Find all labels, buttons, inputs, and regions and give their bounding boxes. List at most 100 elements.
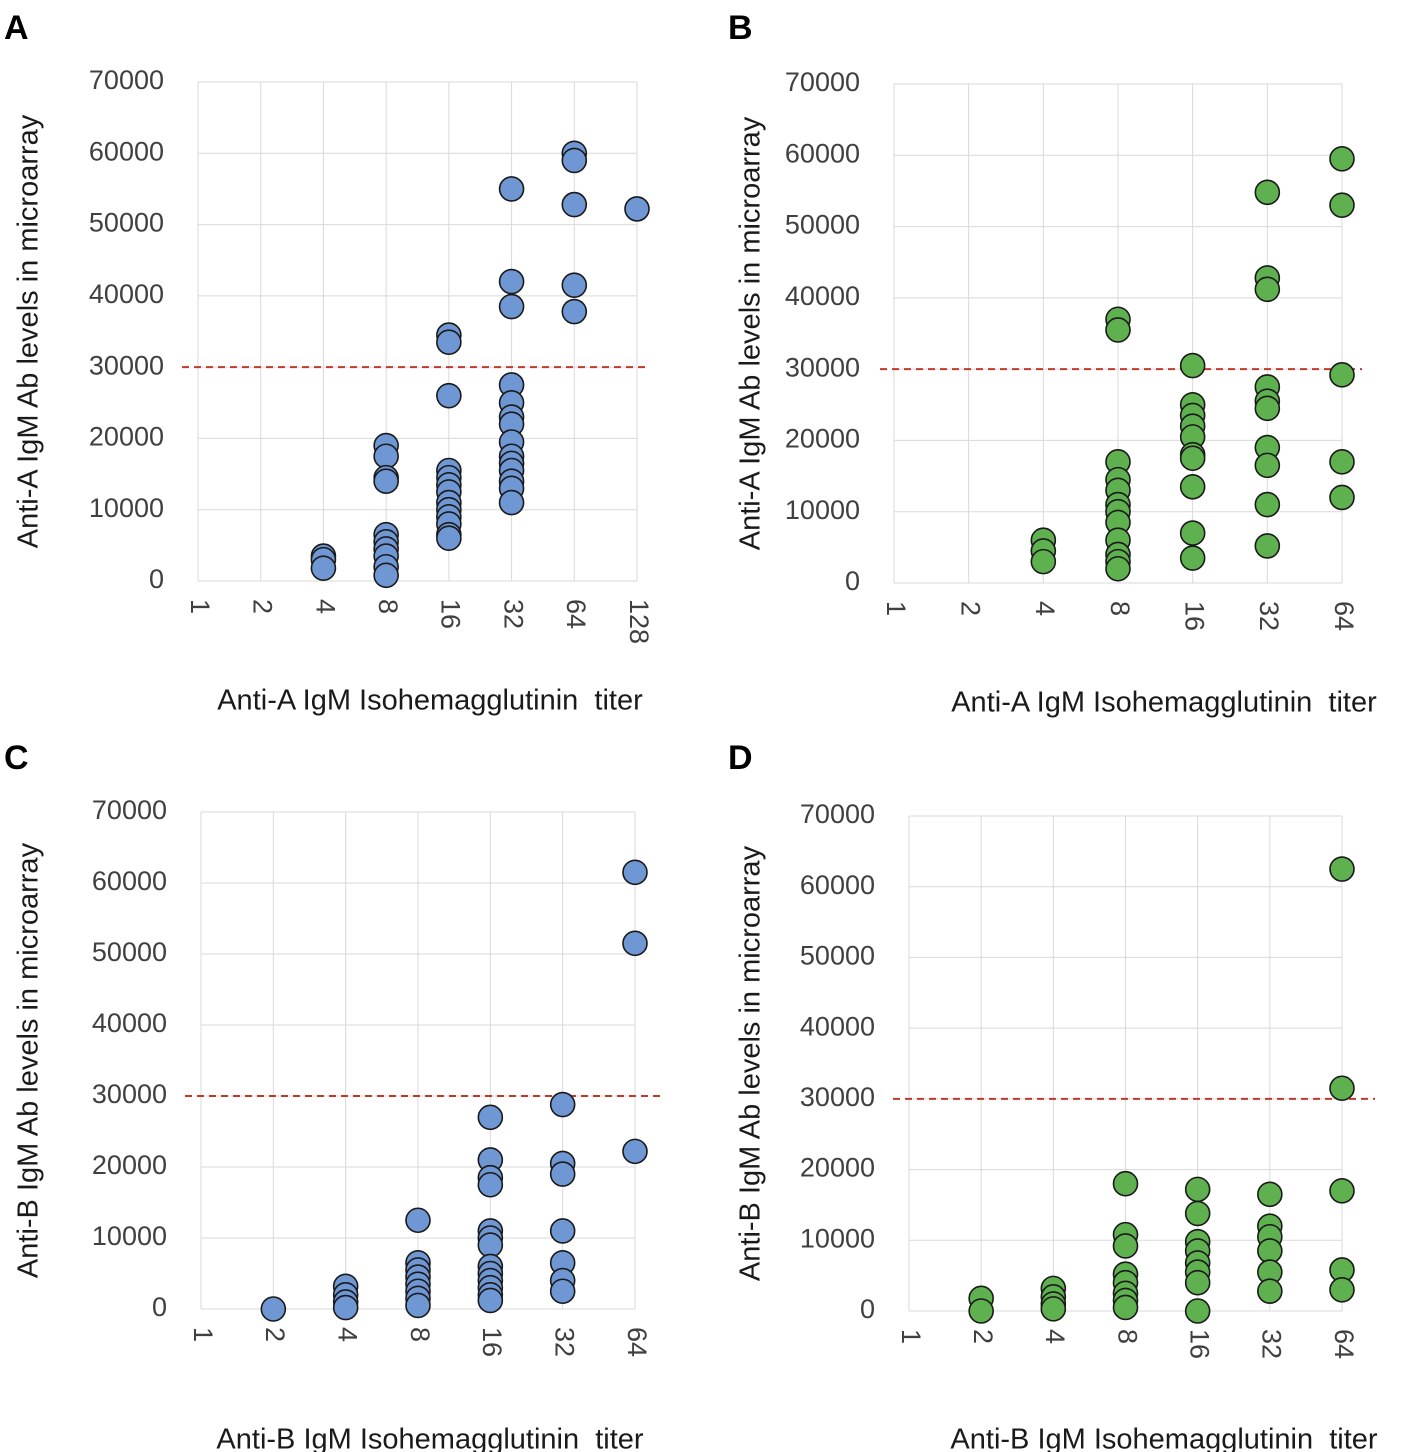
data-point (549, 1278, 576, 1305)
x-tick-label: 8 (1112, 1329, 1142, 1344)
y-tick-label: 70000 (800, 799, 875, 829)
data-point (498, 489, 525, 516)
x-tick-label: 64 (1329, 1329, 1359, 1359)
y-tick-label: 0 (152, 1292, 167, 1322)
x-tick-label: 16 (477, 1327, 507, 1357)
data-point (622, 859, 648, 886)
x-tick-label: 16 (1180, 601, 1210, 631)
data-point (373, 562, 399, 589)
y-tick-label: 10000 (800, 1223, 875, 1253)
data-point (405, 1207, 431, 1234)
data-point (1112, 1170, 1139, 1197)
y-tick-label: 70000 (89, 65, 164, 95)
panel-c: C 0 10000 20000 30000 40000 50000 60000 70000 1 2 4… (4, 739, 660, 1452)
data-point (332, 1294, 359, 1321)
data-point (373, 468, 399, 495)
y-tick-label: 20000 (92, 1150, 167, 1180)
data-point (1184, 1176, 1211, 1203)
data-point (1329, 1177, 1355, 1204)
data-point (1329, 146, 1355, 172)
data-point (1257, 1238, 1283, 1264)
x-tick-label: 16 (436, 599, 466, 629)
data-point (1329, 484, 1355, 511)
data-point (498, 268, 525, 295)
y-tick-label: 20000 (785, 424, 860, 454)
x-tick-label: 1 (188, 1327, 218, 1342)
y-tick-label: 50000 (785, 210, 860, 240)
y-tick-label: 60000 (92, 866, 167, 896)
y-tick-label: 30000 (785, 352, 860, 382)
data-point (561, 147, 588, 174)
x-tick-label: 4 (1040, 1329, 1070, 1344)
data-point (436, 329, 462, 355)
x-tick-label: 64 (622, 1327, 652, 1357)
y-tick-label: 0 (860, 1294, 875, 1324)
data-point (477, 1232, 504, 1258)
data-points (260, 859, 648, 1322)
data-point (260, 1296, 287, 1322)
x-tick-label: 1 (881, 601, 911, 616)
data-point (1179, 445, 1206, 472)
y-tick-label: 30000 (89, 350, 164, 380)
data-point (549, 1091, 576, 1118)
data-point (1254, 276, 1281, 303)
data-point (1179, 520, 1206, 546)
panel-letter: D (728, 739, 753, 777)
data-point (968, 1298, 994, 1324)
data-point (1329, 1075, 1355, 1102)
y-tick-label: 10000 (92, 1221, 167, 1251)
y-tick-label: 0 (149, 564, 164, 594)
data-point (1254, 491, 1281, 518)
data-point (310, 555, 337, 581)
data-point (1184, 1269, 1211, 1296)
data-point (1184, 1200, 1211, 1227)
x-tick-label: 4 (1030, 601, 1060, 616)
panel-letter: A (4, 9, 29, 47)
y-tick-label: 40000 (92, 1008, 167, 1038)
data-point (1329, 1276, 1355, 1303)
data-point (549, 1161, 576, 1187)
x-tick-label: 64 (561, 599, 591, 629)
x-tick-label: 2 (956, 601, 986, 616)
data-point (477, 1171, 504, 1198)
x-tick-label: 2 (260, 1327, 290, 1342)
y-axis-title: Anti-A IgM Ab levels in microarray (735, 116, 767, 550)
x-tick-label: 2 (968, 1329, 998, 1344)
y-tick-label: 10000 (89, 493, 164, 523)
data-point (1179, 352, 1206, 379)
y-tick-label: 70000 (785, 67, 860, 97)
data-point (1105, 317, 1131, 343)
y-axis-title: Anti-B IgM Ab levels in microarray (735, 845, 767, 1281)
y-tick-label: 30000 (800, 1082, 875, 1112)
data-point (498, 176, 525, 202)
panel-d: D 0 10000 20000 30000 40000 50000 60000 70000 1 2 4… (728, 739, 1378, 1452)
data-point (1254, 395, 1281, 422)
x-tick-label: 32 (550, 1327, 580, 1357)
panel-letter: B (728, 9, 753, 47)
y-axis-title: Anti-B IgM Ab levels in microarray (13, 842, 45, 1278)
x-tick-label: 64 (1329, 601, 1359, 631)
y-tick-label: 10000 (785, 495, 860, 525)
data-point (561, 298, 588, 325)
y-tick-label: 0 (845, 566, 860, 596)
data-point (373, 443, 399, 470)
x-tick-label: 16 (1185, 1329, 1215, 1359)
x-tick-label: 4 (310, 599, 340, 614)
x-tick-label: 128 (624, 599, 654, 644)
data-point (1112, 1233, 1139, 1259)
data-point (561, 272, 588, 298)
x-axis-title: Anti-A IgM Isohemagglutinin titer (217, 685, 643, 717)
x-axis-title: Anti-A IgM Isohemagglutinin titer (951, 687, 1377, 719)
data-point (549, 1218, 576, 1244)
data-point (622, 930, 648, 957)
y-tick-label: 50000 (89, 208, 164, 238)
data-point (1179, 473, 1206, 500)
x-axis-title: Anti-B IgM Isohemagglutinin titer (950, 1424, 1377, 1452)
data-point (1179, 545, 1206, 571)
y-tick-label: 40000 (785, 281, 860, 311)
data-point (1329, 192, 1355, 218)
data-point (498, 293, 525, 320)
x-tick-label: 8 (1105, 601, 1135, 616)
x-tick-label: 1 (896, 1329, 926, 1344)
data-points (1030, 146, 1355, 582)
